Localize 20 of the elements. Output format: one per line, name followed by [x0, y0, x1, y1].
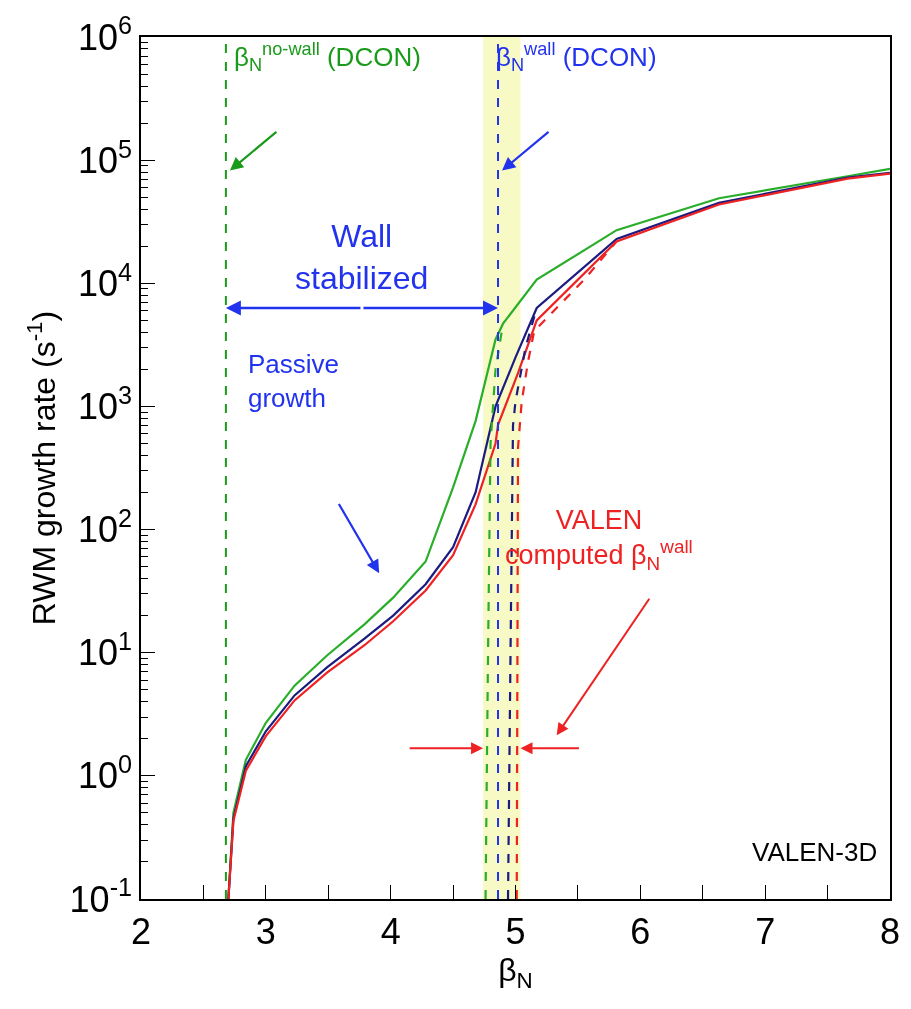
y-tick-label: 10$^{2}$: [77, 504, 133, 551]
annotation: VALEN-3D: [752, 837, 878, 867]
x-tick-label: 3: [255, 910, 276, 952]
y-tick-label: 10$^{-1}$: [69, 873, 133, 920]
x-tick-label: 4: [380, 910, 401, 952]
x-tick-label: 5: [505, 910, 526, 952]
x-tick-label: 7: [755, 910, 776, 952]
y-tick-label: 10$^{3}$: [77, 380, 133, 428]
y-tick-label: 10$^{0}$: [77, 750, 133, 797]
y-tick-label: 10$^{4}$: [77, 257, 133, 304]
y-tick-label: 10$^{6}$: [77, 11, 133, 58]
y-tick-label: 10$^{1}$: [77, 627, 133, 674]
x-tick-label: 8: [879, 910, 901, 952]
ref-line-label: β$_{N}$$^{no-wall}$ (DCON): [234, 39, 421, 76]
annotation: Passive growth: [248, 349, 340, 413]
y-tick-label: 10$^{5}$: [77, 134, 133, 181]
annotation: Wall stabilized: [295, 218, 429, 296]
x-tick-label: 2: [130, 910, 152, 952]
x-tick-label: 6: [630, 910, 651, 952]
x-axis-title: β$_{N}$: [498, 951, 533, 993]
